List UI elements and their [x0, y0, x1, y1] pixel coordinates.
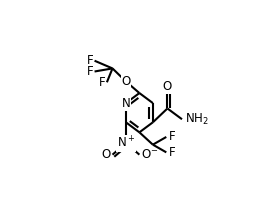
Text: F: F — [169, 146, 175, 159]
Text: O$^{-}$: O$^{-}$ — [141, 148, 158, 161]
Text: F: F — [86, 54, 93, 67]
Text: O: O — [121, 75, 131, 88]
Text: N: N — [122, 97, 130, 109]
Text: O: O — [163, 80, 172, 93]
Text: F: F — [86, 65, 93, 78]
Text: O: O — [102, 148, 111, 161]
Text: N$^+$: N$^+$ — [117, 135, 135, 151]
Text: F: F — [99, 76, 105, 89]
Text: NH$_2$: NH$_2$ — [185, 112, 209, 127]
Text: F: F — [169, 130, 175, 143]
